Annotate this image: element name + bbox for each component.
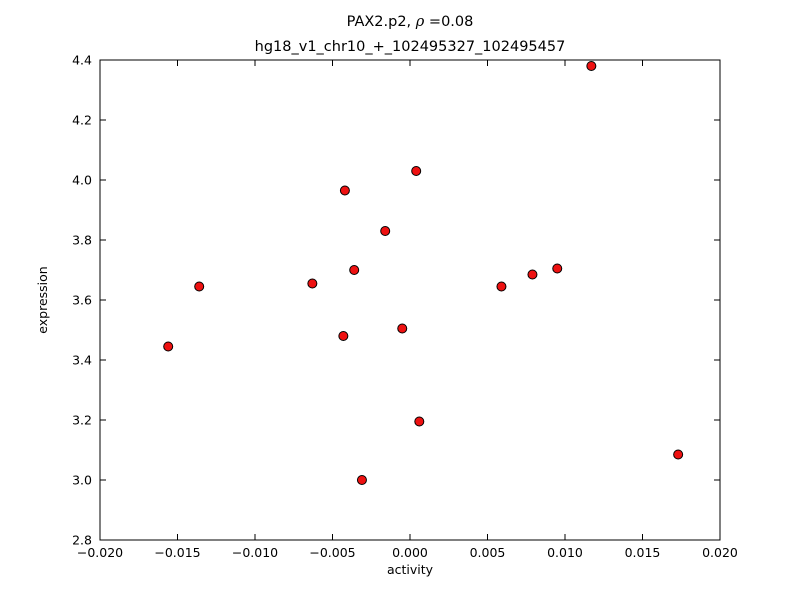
x-tick-label: 0.010 [547, 545, 583, 560]
data-point [496, 281, 507, 292]
data-point [414, 416, 425, 427]
x-tick-label: −0.010 [232, 545, 278, 560]
data-point [673, 449, 684, 460]
data-point [552, 263, 563, 274]
y-tick-label: 3.2 [72, 413, 92, 428]
y-tick-label: 4.0 [72, 173, 92, 188]
y-tick-label: 3.0 [72, 473, 92, 488]
x-tick-label: −0.015 [154, 545, 200, 560]
data-point [163, 341, 174, 352]
data-point [349, 265, 360, 275]
y-tick-label: 4.2 [72, 113, 92, 128]
chart-title-prefix: PAX2.p2, [347, 14, 416, 30]
rho-symbol: ρ [415, 14, 425, 30]
x-tick-label: 0.005 [470, 545, 506, 560]
x-axis-label: activity [387, 562, 434, 577]
x-tick-label: 0.020 [702, 545, 738, 560]
plot-border [99, 59, 721, 541]
x-tick-label: −0.020 [77, 545, 123, 560]
data-point [380, 226, 391, 236]
data-point [397, 323, 408, 334]
y-tick-label: 3.8 [72, 233, 92, 248]
y-tick-label: 3.4 [72, 353, 92, 368]
data-point [194, 281, 205, 292]
data-point [339, 185, 350, 196]
data-point [527, 269, 538, 280]
data-point [586, 61, 597, 71]
x-tick-label: −0.005 [309, 545, 355, 560]
data-point [356, 475, 367, 485]
y-axis-label: expression [35, 266, 50, 333]
data-point [411, 166, 422, 176]
data-point [338, 331, 349, 341]
plot-area: −0.020 −0.015 −0.010 −0.005 0.000 0.005 0.010 0… [72, 53, 738, 561]
chart-title-suffix: =0.08 [424, 14, 473, 30]
y-tick-label: 3.6 [72, 293, 92, 308]
x-tick-label: 0.015 [625, 545, 661, 560]
y-tick-label: 4.4 [72, 53, 92, 68]
x-tick-label: 0.000 [392, 545, 428, 560]
y-tick-label: 2.8 [72, 533, 92, 548]
chart-title: PAX2.p2, ρ =0.08 [347, 14, 474, 30]
chart-subtitle: hg18_v1_chr10_+_102495327_102495457 [255, 39, 566, 55]
data-point [307, 278, 318, 289]
